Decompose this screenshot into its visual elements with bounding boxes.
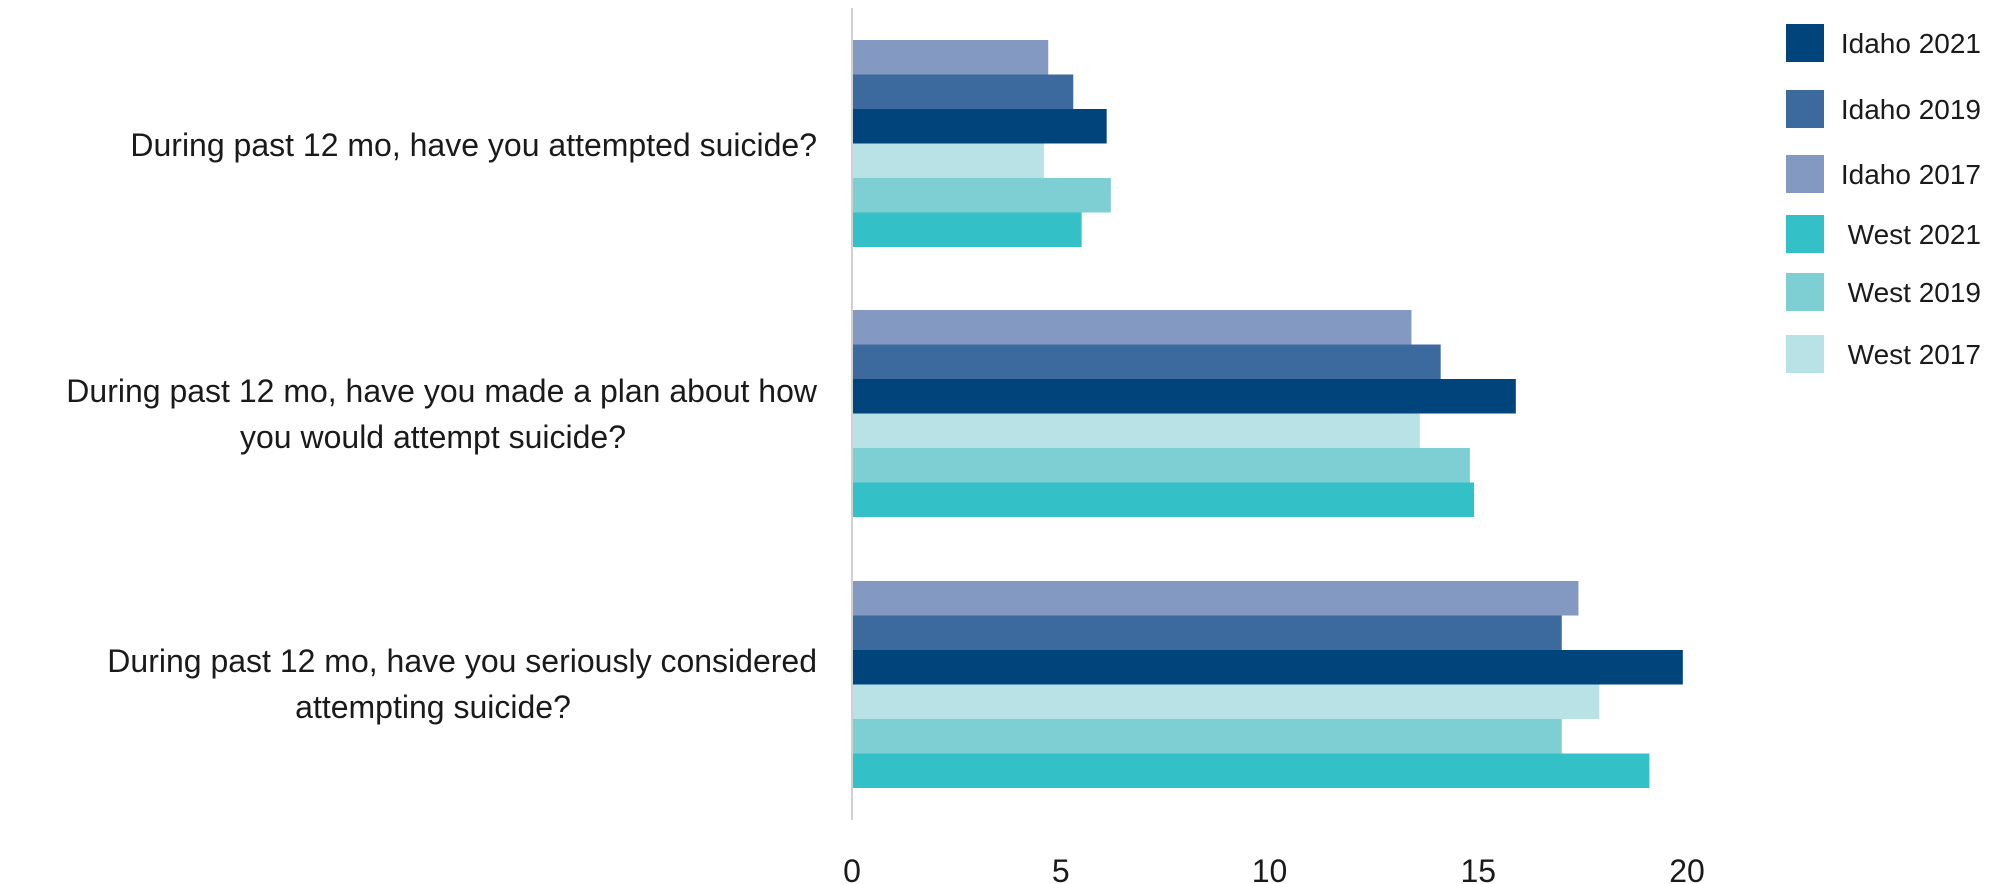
bar-west-2021-cat-1 — [852, 212, 1082, 247]
bar-idaho-2019-cat-2 — [852, 344, 1441, 379]
legend-swatch-west-2021 — [1786, 215, 1824, 253]
category-label-2-line-2: you would attempt suicide? — [240, 419, 626, 455]
legend-label-west-2017: West 2017 — [1848, 339, 1981, 370]
bar-west-2017-cat-2 — [852, 413, 1420, 448]
bar-idaho-2017-cat-2 — [852, 310, 1412, 345]
bars-group — [852, 40, 1683, 788]
x-tick-label-15: 15 — [1460, 853, 1496, 884]
x-tick-label-10: 10 — [1252, 853, 1288, 884]
bar-west-2019-cat-3 — [852, 719, 1562, 754]
bar-idaho-2021-cat-1 — [852, 109, 1107, 144]
bar-idaho-2017-cat-3 — [852, 581, 1579, 616]
legend-label-idaho-2019: Idaho 2019 — [1841, 94, 1981, 125]
category-label-2-line-1: During past 12 mo, have you made a plan … — [66, 373, 818, 409]
x-axis-ticks: 0 5 10 15 20 — [843, 853, 1705, 884]
legend-swatch-west-2019 — [1786, 273, 1824, 311]
legend-label-idaho-2017: Idaho 2017 — [1841, 159, 1981, 190]
category-labels: During past 12 mo, have you attempted su… — [66, 127, 818, 725]
bar-idaho-2021-cat-2 — [852, 379, 1516, 414]
category-label-3-line-1: During past 12 mo, have you seriously co… — [107, 643, 817, 679]
bar-west-2019-cat-2 — [852, 448, 1470, 483]
bar-idaho-2019-cat-3 — [852, 615, 1562, 650]
legend: Idaho 2021 Idaho 2019 Idaho 2017 West 2021 W… — [1786, 24, 1981, 373]
bar-idaho-2021-cat-3 — [852, 650, 1683, 685]
bar-west-2021-cat-2 — [852, 482, 1475, 517]
category-label-1-line-1: During past 12 mo, have you attempted su… — [130, 127, 817, 163]
bar-idaho-2017-cat-1 — [852, 40, 1049, 75]
x-tick-label-5: 5 — [1052, 853, 1070, 884]
bar-west-2017-cat-3 — [852, 684, 1600, 719]
category-label-3-line-2: attempting suicide? — [295, 689, 571, 725]
legend-swatch-idaho-2021 — [1786, 24, 1824, 62]
bar-west-2017-cat-1 — [852, 143, 1045, 178]
bar-west-2019-cat-1 — [852, 178, 1111, 213]
legend-label-idaho-2021: Idaho 2021 — [1841, 28, 1981, 59]
legend-swatch-idaho-2019 — [1786, 90, 1824, 128]
legend-label-west-2021: West 2021 — [1848, 219, 1981, 250]
x-tick-label-0: 0 — [843, 853, 861, 884]
legend-label-west-2019: West 2019 — [1848, 277, 1981, 308]
bar-west-2021-cat-3 — [852, 753, 1650, 788]
bar-idaho-2019-cat-1 — [852, 74, 1074, 109]
legend-swatch-west-2017 — [1786, 335, 1824, 373]
legend-swatch-idaho-2017 — [1786, 155, 1824, 193]
x-tick-label-20: 20 — [1669, 853, 1705, 884]
